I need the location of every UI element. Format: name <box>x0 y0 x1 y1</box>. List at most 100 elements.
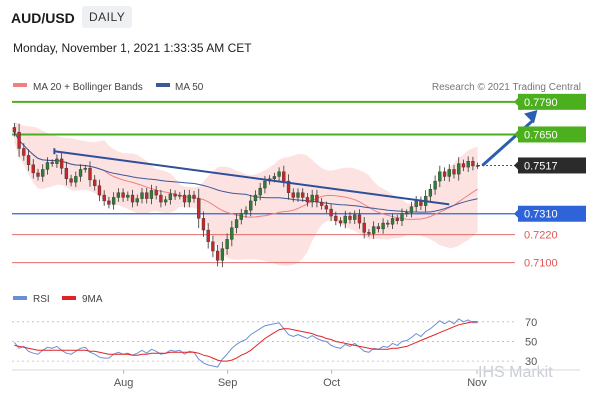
timeframe-badge[interactable]: DAILY <box>82 6 133 28</box>
candle <box>466 156 470 172</box>
candle <box>206 223 210 249</box>
candle <box>371 221 376 239</box>
candle <box>249 194 253 217</box>
candle <box>296 188 300 202</box>
x-tick-label: Sep <box>218 377 238 389</box>
candle <box>291 188 295 202</box>
candle <box>31 159 35 179</box>
x-tick-label: Nov <box>467 377 487 389</box>
candle <box>197 188 201 229</box>
candle <box>201 211 206 237</box>
rsi-ma-legend-swatch <box>62 296 76 300</box>
candle <box>74 171 78 188</box>
rsi-line <box>14 318 478 368</box>
candle <box>471 156 475 171</box>
candle <box>107 196 111 209</box>
candle <box>301 188 305 202</box>
candle <box>286 174 291 200</box>
candle <box>438 165 442 188</box>
candle <box>149 184 154 205</box>
candle <box>343 210 347 229</box>
candle <box>192 191 196 203</box>
candle <box>97 179 102 202</box>
resistance-tag-1 <box>518 126 586 143</box>
candle <box>130 189 135 208</box>
candle <box>55 154 59 169</box>
candle <box>211 235 215 258</box>
candle <box>258 182 262 201</box>
rsi-ma-line <box>14 321 478 362</box>
candle <box>395 214 399 225</box>
resistance-label-0: 0.7790 <box>524 97 558 109</box>
rsi-legend-label: RSI <box>33 294 50 305</box>
candle <box>78 164 83 182</box>
candle <box>376 222 381 233</box>
resistance-tag-pointer-0 <box>514 97 518 106</box>
candle <box>163 196 168 206</box>
candle <box>88 161 92 187</box>
candle <box>159 189 163 208</box>
candle <box>277 167 281 181</box>
candle <box>234 213 239 234</box>
candle <box>442 167 447 181</box>
candle <box>348 212 352 224</box>
current-price-tag <box>518 157 586 174</box>
candle <box>428 184 433 202</box>
candle <box>244 206 248 218</box>
ma50-legend-swatch <box>156 83 170 87</box>
candle <box>282 165 286 188</box>
candle <box>381 218 385 234</box>
candle <box>215 244 220 267</box>
candle <box>230 220 234 247</box>
candle <box>405 209 409 217</box>
symbol-title: AUD/USD <box>11 10 75 26</box>
candle <box>121 188 125 202</box>
candle <box>178 191 182 200</box>
support_major-label-3: 0.7310 <box>524 209 558 221</box>
candle <box>386 219 390 228</box>
candle <box>239 208 243 225</box>
candle <box>225 233 229 255</box>
candle <box>362 216 366 239</box>
candle <box>390 213 395 230</box>
candle <box>447 164 451 182</box>
candle <box>433 175 437 195</box>
resistance-tag-0 <box>518 93 586 110</box>
candle <box>310 189 314 208</box>
rsi-tick-label: 30 <box>525 356 537 368</box>
candle <box>145 187 149 204</box>
candle <box>116 188 121 202</box>
ma50-legend-label: MA 50 <box>175 82 204 93</box>
candle <box>357 209 362 229</box>
candle <box>135 194 139 207</box>
support_major-tag-3 <box>518 205 586 222</box>
candle <box>253 190 258 206</box>
candle <box>102 190 106 206</box>
bollinger-band-area <box>14 121 478 266</box>
candle <box>22 143 26 161</box>
x-tick-label: Oct <box>323 377 340 389</box>
candle <box>45 157 50 175</box>
candle <box>305 192 310 207</box>
support_major-tag-pointer-3 <box>514 209 518 218</box>
candle <box>173 190 177 200</box>
candle <box>452 165 456 179</box>
resistance-label-1: 0.7650 <box>524 129 558 141</box>
resistance-tag-pointer-1 <box>514 130 518 139</box>
current-price-tag-pointer <box>514 161 518 170</box>
resistance-trendline <box>54 150 450 206</box>
timestamp: Monday, November 1, 2021 1:33:35 AM CET <box>13 41 252 55</box>
candle <box>36 168 40 181</box>
candle <box>50 159 54 167</box>
ma50-line <box>13 131 478 213</box>
candle <box>187 189 191 208</box>
candle <box>41 164 45 182</box>
candle <box>329 203 333 222</box>
candle <box>338 217 343 227</box>
candle <box>409 201 414 218</box>
rsi-legend-swatch <box>13 296 27 300</box>
rsi-tick-label: 70 <box>525 317 537 329</box>
candle <box>12 123 17 137</box>
candle <box>140 187 144 204</box>
